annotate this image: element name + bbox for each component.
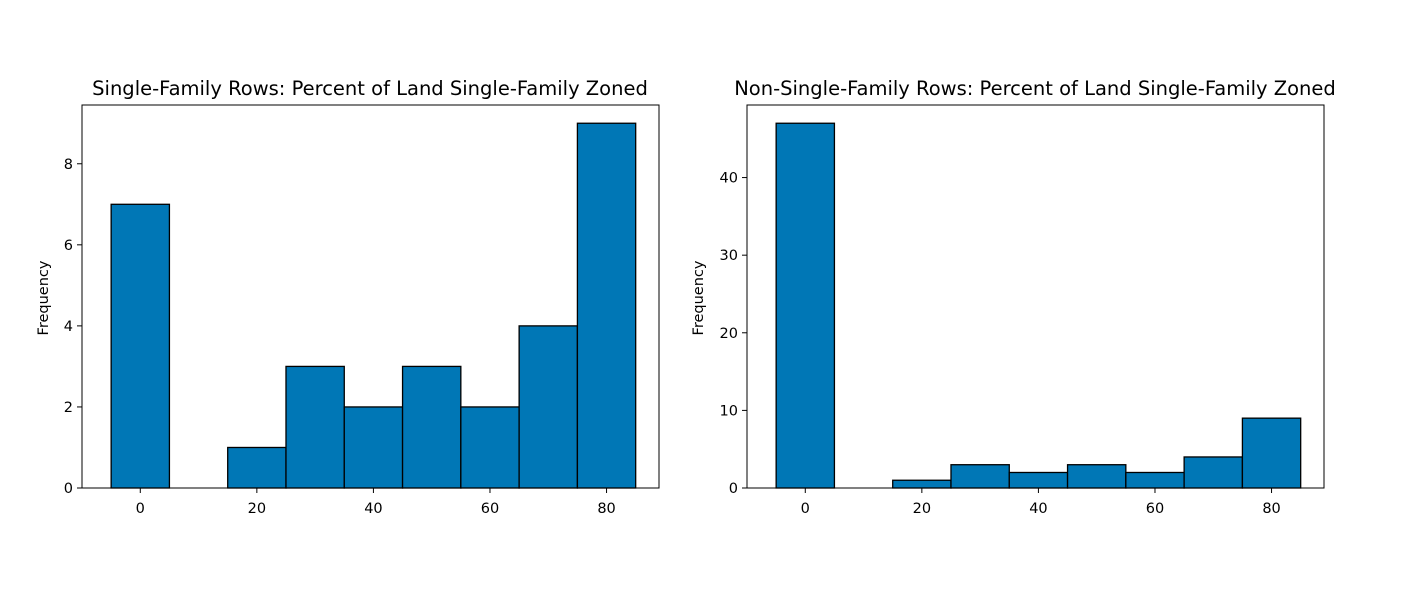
histogram-bar <box>950 464 1010 489</box>
histogram-bar <box>892 479 952 489</box>
x-axis-ticks: 0 20 40 60 80 <box>136 488 616 517</box>
x-tick-label: 80 <box>597 501 615 517</box>
chart-title: Single-Family Rows: Percent of Land Sing… <box>92 77 648 100</box>
x-tick-label: 0 <box>136 501 145 517</box>
histogram-single-family: Single-Family Rows: Percent of Land Sing… <box>36 77 660 517</box>
x-tick-label: 60 <box>1146 501 1164 517</box>
histogram-bar <box>1008 471 1069 489</box>
histogram-bar <box>401 365 462 489</box>
histogram-bar <box>285 365 345 489</box>
y-tick-label: 0 <box>64 481 73 497</box>
y-tick-label: 8 <box>64 157 73 173</box>
x-tick-label: 40 <box>364 501 382 517</box>
x-axis-ticks: 0 20 40 60 80 <box>801 488 1281 517</box>
y-tick-label: 4 <box>64 319 73 335</box>
histogram-bar <box>227 446 287 489</box>
histogram-bar <box>1066 464 1127 489</box>
x-tick-label: 40 <box>1029 501 1047 517</box>
y-axis-label: Frequency <box>691 260 707 335</box>
x-tick-label: 80 <box>1262 501 1280 517</box>
histogram-bar <box>110 203 171 489</box>
y-tick-label: 0 <box>729 481 738 497</box>
histogram-bar <box>518 325 579 489</box>
plot-frame <box>746 104 1325 489</box>
x-tick-label: 20 <box>248 501 266 517</box>
histogram-bar <box>343 406 404 489</box>
y-axis-label: Frequency <box>36 260 52 335</box>
x-tick-label: 60 <box>481 501 499 517</box>
bars <box>775 122 1302 489</box>
y-axis-ticks: 0 10 20 30 40 <box>720 171 747 497</box>
chart-title: Non-Single-Family Rows: Percent of Land … <box>734 77 1336 100</box>
y-tick-label: 40 <box>720 171 738 187</box>
histogram-bar <box>775 122 836 489</box>
histogram-bar <box>460 406 520 489</box>
y-tick-label: 6 <box>64 238 73 254</box>
histogram-bar <box>1183 456 1244 489</box>
x-tick-label: 20 <box>913 501 931 517</box>
bars <box>110 122 637 489</box>
y-tick-label: 10 <box>720 403 738 419</box>
histogram-non-single-family: Non-Single-Family Rows: Percent of Land … <box>691 77 1336 517</box>
y-axis-ticks: 0 2 4 6 8 <box>64 157 82 497</box>
plot-frame <box>81 104 660 489</box>
histogram-bar <box>576 122 637 489</box>
y-tick-label: 20 <box>720 326 738 342</box>
y-tick-label: 2 <box>64 400 73 416</box>
y-tick-label: 30 <box>720 248 738 264</box>
histogram-bar <box>1241 417 1302 489</box>
histogram-bar <box>1125 471 1185 489</box>
x-tick-label: 0 <box>801 501 810 517</box>
